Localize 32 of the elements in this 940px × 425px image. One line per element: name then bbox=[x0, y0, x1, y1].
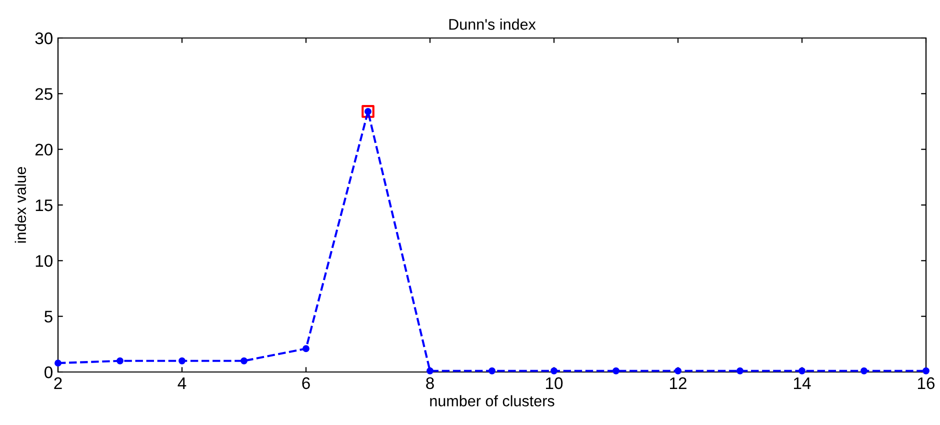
point bbox=[612, 367, 620, 374]
point bbox=[798, 367, 806, 374]
x-tick-label: 10 bbox=[546, 377, 563, 390]
point bbox=[550, 367, 558, 374]
y-tick-label: 25 bbox=[35, 88, 52, 100]
point bbox=[362, 105, 374, 118]
point bbox=[178, 357, 186, 364]
x-tick-label: 8 bbox=[426, 377, 434, 390]
point bbox=[240, 357, 248, 364]
point bbox=[736, 367, 744, 374]
x-tick-label: 16 bbox=[918, 377, 935, 390]
x-tick-label: 14 bbox=[794, 377, 811, 389]
y-tick-label: 0 bbox=[44, 366, 52, 378]
y-tick-label: 5 bbox=[44, 310, 52, 323]
x-tick-label: 6 bbox=[302, 377, 310, 390]
point bbox=[116, 357, 124, 364]
x-tick-label: 2 bbox=[54, 377, 62, 389]
chart-title: Dunn's index bbox=[449, 18, 536, 30]
y-tick-label: 20 bbox=[35, 144, 52, 156]
point bbox=[674, 367, 682, 374]
y-tick-label: 30 bbox=[35, 32, 52, 44]
y-tick-label: 10 bbox=[36, 255, 52, 267]
point bbox=[860, 367, 868, 374]
point bbox=[302, 345, 310, 352]
point bbox=[426, 367, 434, 374]
x-tick-label: 4 bbox=[178, 377, 186, 389]
point bbox=[54, 360, 62, 367]
x-tick-label: 12 bbox=[670, 377, 686, 389]
y-axis-title: index value bbox=[14, 167, 26, 243]
y-tick-label: 15 bbox=[36, 200, 52, 212]
point bbox=[488, 367, 496, 374]
x-axis-title: number of clusters bbox=[430, 395, 554, 406]
